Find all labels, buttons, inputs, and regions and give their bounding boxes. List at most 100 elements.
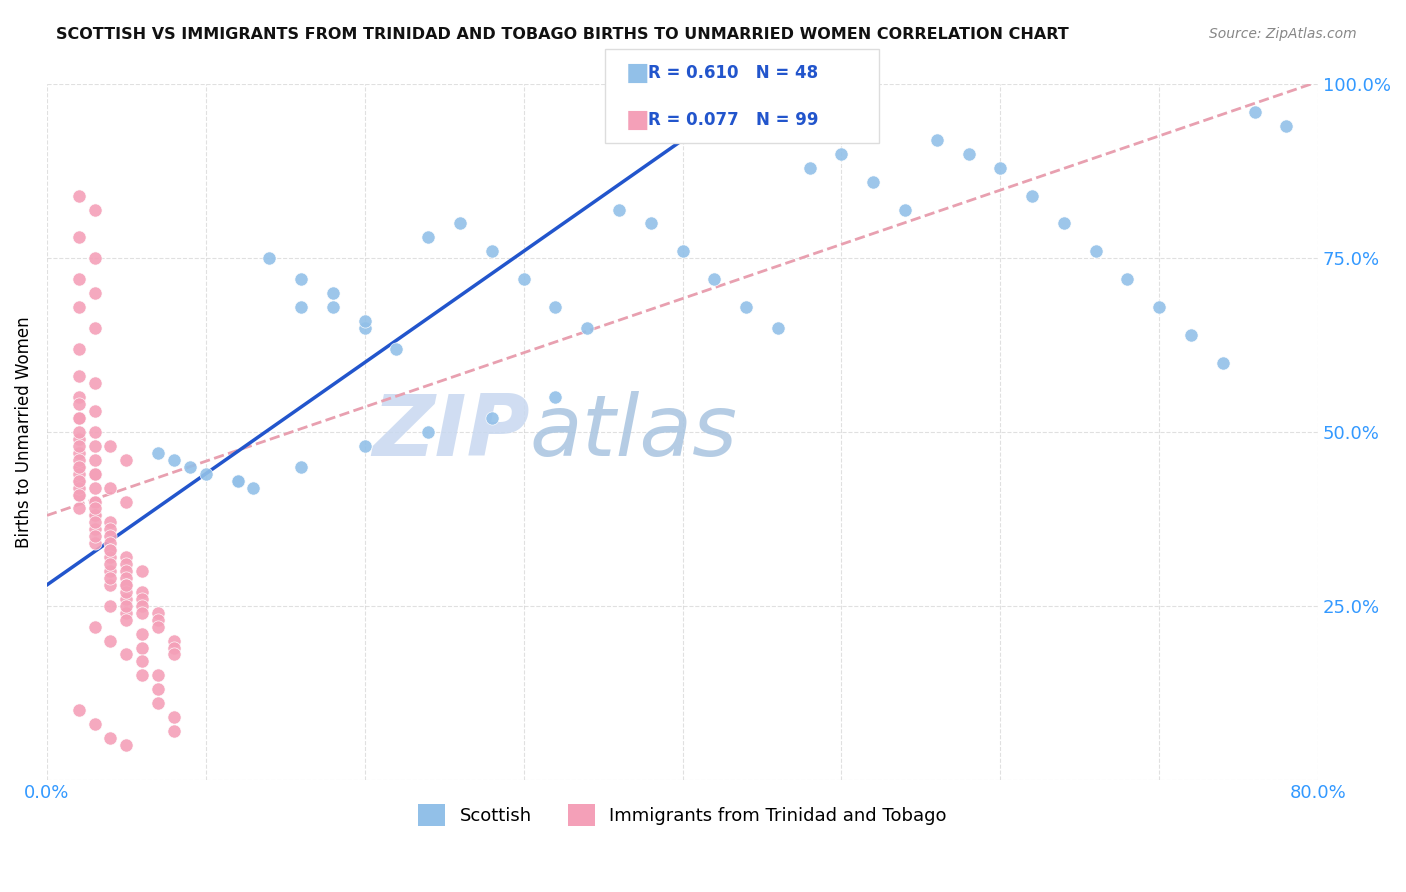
Point bbox=[607, 202, 630, 217]
Point bbox=[67, 453, 90, 467]
Point bbox=[83, 481, 105, 495]
Point bbox=[67, 188, 90, 202]
Point bbox=[83, 425, 105, 439]
Point bbox=[146, 696, 169, 710]
Point bbox=[67, 501, 90, 516]
Point bbox=[100, 543, 122, 558]
Point bbox=[100, 550, 122, 565]
Text: SCOTTISH VS IMMIGRANTS FROM TRINIDAD AND TOBAGO BIRTHS TO UNMARRIED WOMEN CORREL: SCOTTISH VS IMMIGRANTS FROM TRINIDAD AND… bbox=[56, 27, 1069, 42]
Text: R = 0.077   N = 99: R = 0.077 N = 99 bbox=[648, 112, 818, 129]
Point bbox=[115, 557, 138, 571]
Point bbox=[163, 723, 186, 738]
Point bbox=[1180, 327, 1202, 342]
Point bbox=[100, 578, 122, 592]
Text: ■: ■ bbox=[626, 109, 650, 132]
Point bbox=[1275, 119, 1298, 133]
Point bbox=[862, 175, 884, 189]
Point bbox=[115, 494, 138, 508]
Point bbox=[146, 606, 169, 620]
Point bbox=[67, 439, 90, 453]
Point bbox=[67, 487, 90, 501]
Text: R = 0.610   N = 48: R = 0.610 N = 48 bbox=[648, 64, 818, 82]
Point bbox=[131, 585, 153, 599]
Point bbox=[925, 133, 948, 147]
Point bbox=[131, 640, 153, 655]
Point bbox=[290, 300, 312, 314]
Point bbox=[242, 481, 264, 495]
Point bbox=[67, 487, 90, 501]
Point bbox=[146, 446, 169, 460]
Point bbox=[83, 285, 105, 300]
Point bbox=[67, 411, 90, 425]
Point bbox=[449, 217, 471, 231]
Point bbox=[83, 508, 105, 523]
Point bbox=[100, 543, 122, 558]
Point bbox=[799, 161, 821, 175]
Point bbox=[100, 557, 122, 571]
Text: Source: ZipAtlas.com: Source: ZipAtlas.com bbox=[1209, 27, 1357, 41]
Point bbox=[100, 731, 122, 745]
Point bbox=[83, 717, 105, 731]
Point bbox=[67, 390, 90, 404]
Point bbox=[83, 467, 105, 481]
Point bbox=[131, 626, 153, 640]
Point bbox=[67, 703, 90, 717]
Point bbox=[67, 300, 90, 314]
Point bbox=[544, 300, 567, 314]
Point bbox=[67, 425, 90, 439]
Point bbox=[322, 285, 344, 300]
Point bbox=[418, 425, 440, 439]
Point bbox=[100, 633, 122, 648]
Point bbox=[481, 411, 503, 425]
Point bbox=[100, 522, 122, 536]
Point bbox=[83, 620, 105, 634]
Point bbox=[226, 474, 249, 488]
Point bbox=[290, 272, 312, 286]
Point bbox=[67, 342, 90, 356]
Point bbox=[83, 522, 105, 536]
Point bbox=[67, 446, 90, 460]
Point bbox=[830, 147, 852, 161]
Point bbox=[1053, 217, 1076, 231]
Point bbox=[146, 620, 169, 634]
Point bbox=[83, 516, 105, 530]
Point bbox=[1084, 244, 1107, 259]
Text: atlas: atlas bbox=[530, 391, 738, 474]
Point bbox=[83, 494, 105, 508]
Point bbox=[115, 571, 138, 585]
Point bbox=[83, 404, 105, 418]
Point bbox=[67, 467, 90, 481]
Point bbox=[1147, 300, 1170, 314]
Point bbox=[67, 481, 90, 495]
Point bbox=[957, 147, 980, 161]
Point bbox=[1212, 355, 1234, 369]
Point bbox=[131, 564, 153, 578]
Point bbox=[67, 459, 90, 474]
Point bbox=[83, 202, 105, 217]
Point bbox=[576, 320, 599, 334]
Point bbox=[194, 467, 217, 481]
Point bbox=[226, 474, 249, 488]
Point bbox=[67, 474, 90, 488]
Point bbox=[115, 606, 138, 620]
Point bbox=[512, 272, 534, 286]
Point bbox=[1021, 188, 1043, 202]
Point bbox=[115, 578, 138, 592]
Point bbox=[100, 481, 122, 495]
Point bbox=[100, 536, 122, 550]
Point bbox=[115, 550, 138, 565]
Point bbox=[353, 320, 375, 334]
Point bbox=[766, 320, 789, 334]
Point bbox=[1116, 272, 1139, 286]
Point bbox=[100, 599, 122, 613]
Point bbox=[735, 300, 758, 314]
Point bbox=[146, 613, 169, 627]
Point bbox=[163, 633, 186, 648]
Point bbox=[179, 459, 201, 474]
Point bbox=[703, 272, 725, 286]
Point bbox=[83, 536, 105, 550]
Point bbox=[83, 529, 105, 543]
Point bbox=[67, 432, 90, 446]
Point bbox=[115, 564, 138, 578]
Point bbox=[83, 320, 105, 334]
